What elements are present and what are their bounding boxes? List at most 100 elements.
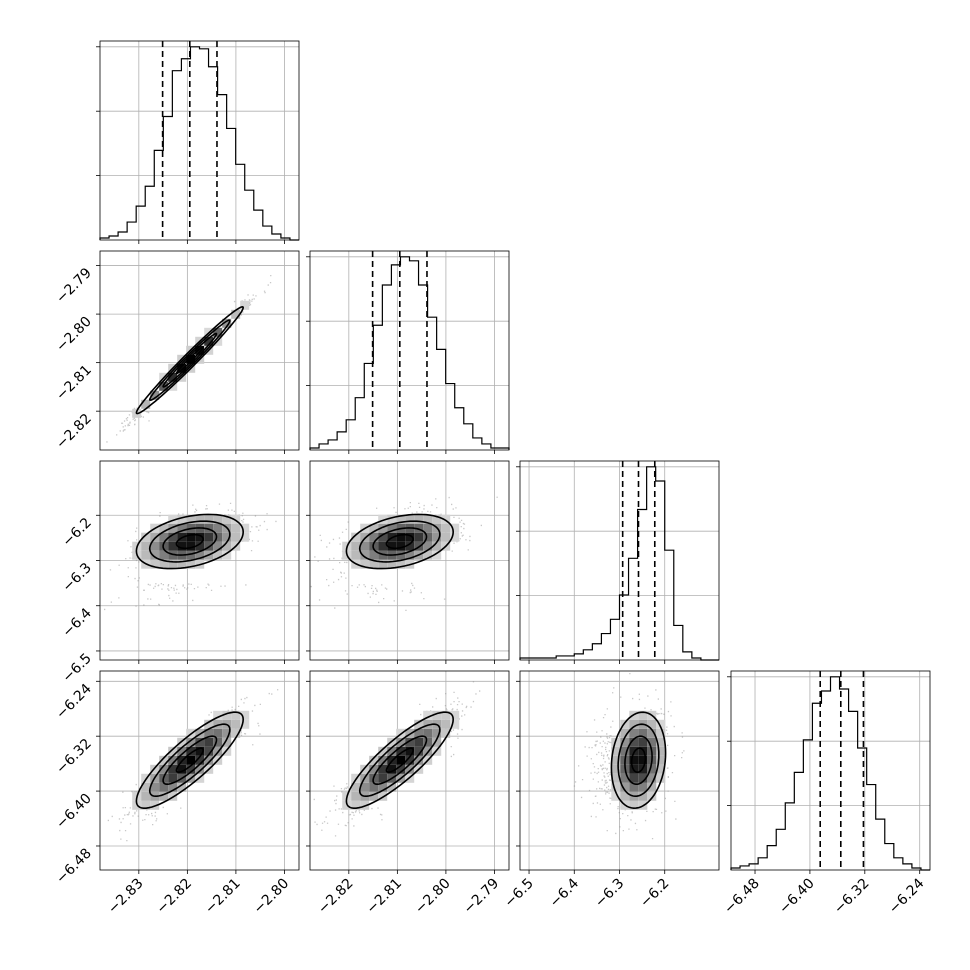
inner-x-ticks	[138, 450, 285, 454]
y-tick-label: −6.3	[59, 560, 94, 595]
density-cell	[378, 532, 388, 542]
density-cell	[213, 541, 223, 551]
density-cell	[213, 523, 223, 533]
x-axis-0: −2.83 −2.82 −2.81 −2.80	[105, 870, 292, 917]
density-cell	[656, 719, 666, 729]
density-cell	[423, 514, 433, 524]
density-cell	[195, 541, 205, 551]
density-cell	[423, 541, 433, 551]
density-cell	[378, 773, 388, 783]
contour-level-0	[175, 533, 204, 550]
contour-level-0	[385, 747, 414, 773]
y-tick-label: −6.32	[53, 736, 95, 778]
density-cell	[351, 550, 361, 560]
x-axis-2: −6.5 −6.4 −6.3 −6.2	[502, 870, 673, 911]
panel-frame	[730, 670, 931, 871]
density-cell	[351, 532, 361, 542]
density-cell	[150, 782, 160, 792]
x-tick-label: −6.32	[831, 876, 873, 918]
density-cell	[369, 755, 379, 765]
x-tick-label: −6.48	[721, 876, 763, 918]
density-cell	[204, 737, 214, 747]
density-cell	[222, 318, 232, 328]
y-axis-2: −6.5 −6.4 −6.3 −6.2	[59, 515, 100, 686]
density-cell	[432, 550, 442, 560]
density-cell	[168, 523, 178, 533]
density-cell	[168, 372, 178, 382]
density-cell	[177, 514, 187, 524]
density-cell	[168, 559, 178, 569]
density-cell	[222, 737, 232, 747]
density-cell	[150, 764, 160, 774]
density-cell	[387, 514, 397, 524]
density-cell	[378, 746, 388, 756]
density-cell	[629, 755, 639, 765]
density-cell	[222, 514, 232, 524]
density-cell	[647, 782, 657, 792]
density-cell	[159, 764, 169, 774]
y-axis-3: −6.48 −6.40 −6.32 −6.24	[53, 681, 100, 887]
panel-frame	[99, 670, 300, 871]
y-tick-label: −6.24	[53, 681, 95, 723]
density-cell	[405, 532, 415, 542]
density-cell	[629, 728, 639, 738]
histogram-step-1	[309, 256, 510, 450]
contour-level-1	[162, 527, 218, 556]
density-cell	[195, 755, 205, 765]
density-cell	[450, 719, 460, 729]
density-cell	[656, 746, 666, 756]
density-cell	[611, 746, 621, 756]
density-cell	[204, 755, 214, 765]
density-cell	[629, 737, 639, 747]
density-cell	[186, 532, 196, 542]
contour-level-2	[358, 723, 441, 797]
density-cell	[638, 782, 648, 792]
x-tick-label: −6.2	[637, 876, 672, 911]
density-cell	[441, 710, 451, 720]
x-tick-label: −2.82	[315, 876, 357, 918]
y-tick-label: −6.5	[59, 650, 94, 685]
hist-panel-2	[516, 460, 720, 661]
density-cell	[360, 541, 370, 551]
density-cell	[647, 773, 657, 783]
density-cell	[378, 782, 388, 792]
density-cell	[195, 746, 205, 756]
density-cell	[360, 782, 370, 792]
density-cell	[204, 728, 214, 738]
density-cell	[369, 550, 379, 560]
density-cell	[159, 550, 169, 560]
density-cell	[177, 523, 187, 533]
density-cell	[168, 755, 178, 765]
density-cell	[204, 746, 214, 756]
density-cell	[423, 550, 433, 560]
density-cell	[222, 541, 232, 551]
density-cell	[378, 541, 388, 551]
hist-panel-0	[96, 40, 300, 241]
contour-level-2	[148, 723, 231, 797]
density-cell	[186, 764, 196, 774]
density-cell	[647, 737, 657, 747]
density-cell	[611, 773, 621, 783]
density-cell	[159, 532, 169, 542]
density-cell	[369, 532, 379, 542]
density-cell	[195, 737, 205, 747]
density-cell	[647, 764, 657, 774]
density-cell	[656, 755, 666, 765]
density-cell	[638, 791, 648, 801]
density-cell	[351, 800, 361, 810]
density-cell	[240, 710, 250, 720]
density-cell	[629, 782, 639, 792]
density-cell	[351, 791, 361, 801]
density-cell	[168, 541, 178, 551]
scatter-panel-3-0	[99, 670, 300, 871]
density-cell	[620, 737, 630, 747]
y-tick-label: −6.48	[53, 845, 95, 887]
density-cell	[141, 782, 151, 792]
density-cell	[360, 764, 370, 774]
contour-level-2	[148, 319, 231, 402]
density-cell	[423, 532, 433, 542]
density-cell	[231, 719, 241, 729]
density-cell	[414, 746, 424, 756]
density-cell	[240, 719, 250, 729]
